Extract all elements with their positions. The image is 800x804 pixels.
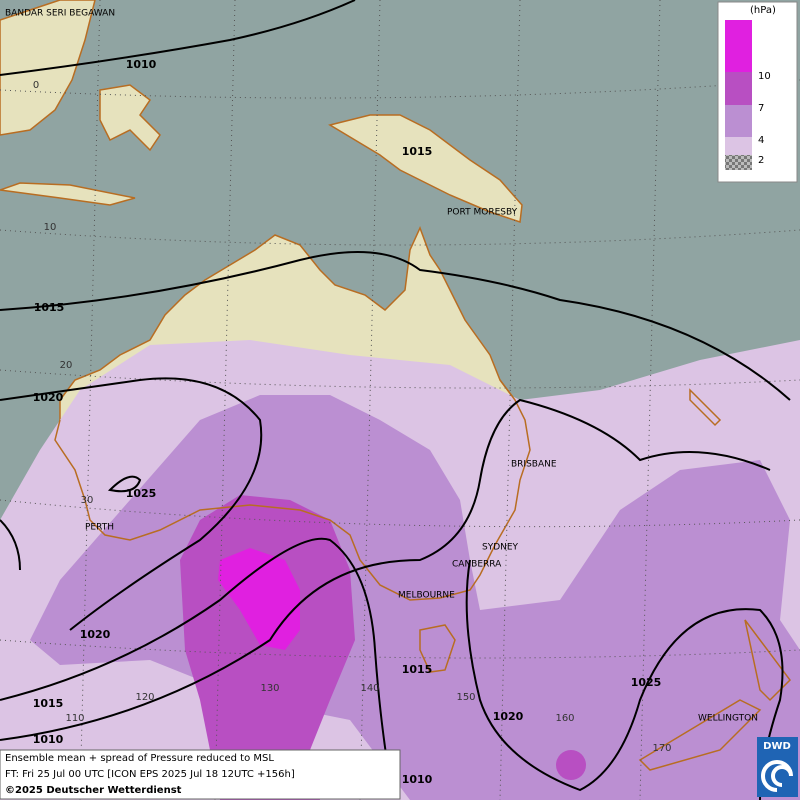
city-label: CANBERRA: [452, 560, 502, 570]
longitude-label: 110: [65, 713, 84, 724]
legend: (hPa) 10 7 4 2: [717, 1, 798, 183]
legend-swatch: [725, 72, 752, 105]
latitude-label: 20: [60, 360, 73, 371]
latitude-label: 30: [81, 495, 94, 506]
legend-level: 7: [758, 103, 764, 114]
longitude-label: 150: [456, 692, 475, 703]
footer-title: Ensemble mean + spread of Pressure reduc…: [5, 753, 274, 764]
labels: BANDAR SERI BEGAWAN PORT MORESBY BRISBANE S…: [5, 9, 758, 787]
city-label: SYDNEY: [482, 543, 519, 553]
isobar-label: 1015: [402, 145, 433, 158]
isobar-label: 1025: [126, 487, 157, 500]
longitude-label: 130: [260, 683, 279, 694]
latitude-label: 0: [33, 80, 39, 91]
isobar-label: 1010: [126, 58, 157, 71]
isobar-label: 1010: [33, 733, 64, 746]
longitude-label: 160: [555, 713, 574, 724]
city-label: BANDAR SERI BEGAWAN: [5, 9, 115, 19]
isobar-label: 1015: [33, 697, 64, 710]
legend-swatch: [725, 20, 752, 72]
legend-swatch: [725, 137, 752, 155]
logo-swirl: [761, 760, 793, 792]
dwd-logo: DWD: [757, 737, 798, 797]
spread-fields: [0, 340, 800, 800]
longitude-label: 170: [652, 743, 671, 754]
isobar-label: 1015: [402, 663, 433, 676]
footer: Ensemble mean + spread of Pressure reduc…: [0, 749, 401, 800]
city-label: PERTH: [85, 523, 114, 533]
footer-box: [0, 749, 401, 800]
coastline: [54, 379, 791, 771]
isobar-label: 1025: [631, 676, 662, 689]
logo-text: DWD: [763, 741, 791, 752]
legend-swatch: [725, 105, 752, 137]
city-label: WELLINGTON: [698, 714, 758, 724]
isobar-label: 1010: [402, 773, 433, 786]
legend-swatch: [725, 155, 752, 170]
isobar-label: 1020: [33, 391, 64, 404]
city-label: PORT MORESBY: [447, 208, 518, 218]
footer-forecast: FT: Fri 25 Jul 00 UTC [ICON EPS 2025 Jul…: [5, 769, 295, 780]
footer-copyright: ©2025 Deutscher Wetterdienst: [5, 785, 182, 796]
isobar-label: 1020: [80, 628, 111, 641]
longitude-label: 140: [360, 683, 379, 694]
city-label: BRISBANE: [511, 460, 557, 470]
legend-unit: (hPa): [750, 5, 776, 16]
legend-level: 4: [758, 135, 764, 146]
longitude-label: 120: [135, 692, 154, 703]
legend-level: 10: [758, 71, 771, 82]
latitude-label: 10: [44, 222, 57, 233]
city-label: MELBOURNE: [398, 591, 455, 601]
isobar-label: 1020: [493, 710, 524, 723]
isobar-label: 1015: [34, 301, 65, 314]
legend-level: 2: [758, 155, 764, 166]
